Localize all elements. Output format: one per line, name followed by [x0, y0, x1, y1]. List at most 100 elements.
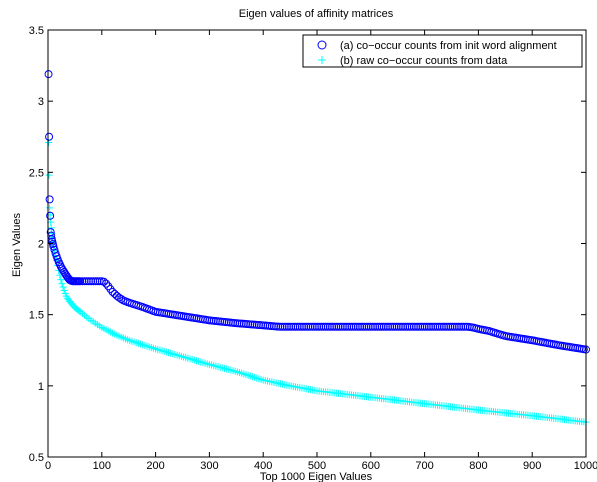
- data-point: [418, 322, 427, 331]
- data-point: [336, 322, 345, 331]
- data-point: [300, 322, 309, 331]
- y-tick-label: 1: [38, 381, 44, 393]
- data-point: [457, 322, 466, 331]
- data-point: [455, 322, 464, 331]
- data-point: [317, 322, 326, 331]
- data-point: [319, 322, 328, 331]
- data-point: [117, 295, 126, 304]
- data-point: [60, 286, 68, 294]
- legend-marker-circle: [317, 40, 327, 50]
- x-tick-label: 900: [523, 460, 541, 472]
- data-point: [371, 322, 380, 331]
- data-point: [362, 322, 371, 331]
- data-point: [396, 322, 405, 331]
- data-point: [356, 322, 365, 331]
- data-point: [315, 322, 324, 331]
- data-point: [377, 322, 386, 331]
- data-point: [47, 224, 55, 232]
- data-point: [405, 322, 414, 331]
- data-point: [91, 277, 100, 286]
- y-tick-label: 3: [38, 96, 44, 108]
- data-point: [274, 322, 283, 331]
- data-point: [280, 322, 289, 331]
- data-point: [84, 277, 93, 286]
- plot-background: [48, 30, 586, 457]
- data-point: [381, 322, 390, 331]
- data-point: [435, 322, 444, 331]
- series-a-markers: [44, 70, 590, 354]
- legend-label-a: (a) co−occur counts from init word align…: [340, 40, 557, 52]
- data-point: [282, 322, 291, 331]
- data-point: [325, 322, 334, 331]
- data-point: [442, 322, 451, 331]
- data-point: [373, 322, 382, 331]
- legend-box: [302, 34, 583, 68]
- data-point: [358, 322, 367, 331]
- data-point: [328, 322, 337, 331]
- x-tick-label: 1000: [574, 460, 597, 472]
- data-point: [78, 277, 87, 286]
- data-point: [414, 322, 423, 331]
- data-point: [108, 287, 117, 296]
- data-point: [291, 322, 300, 331]
- data-point: [289, 322, 298, 331]
- data-point: [431, 322, 440, 331]
- data-point: [61, 289, 69, 297]
- data-point: [45, 171, 53, 179]
- data-point: [444, 322, 453, 331]
- axes-layer: 0 100 200 300 400 500 600 700 800 900 1000 0.5 1 1.5 2…: [29, 25, 597, 472]
- data-point: [295, 322, 304, 331]
- data-point: [276, 322, 285, 331]
- series-layer: [44, 70, 590, 426]
- data-point: [89, 277, 98, 286]
- data-point: [347, 322, 356, 331]
- data-point: [59, 283, 67, 291]
- data-point: [46, 204, 54, 212]
- data-point: [76, 277, 85, 286]
- data-point: [349, 322, 358, 331]
- data-point: [334, 322, 343, 331]
- data-point: [401, 322, 410, 331]
- data-point: [44, 70, 53, 79]
- data-point: [102, 279, 111, 288]
- data-point: [93, 277, 102, 286]
- data-point: [384, 322, 393, 331]
- data-point: [306, 322, 315, 331]
- data-point: [461, 322, 470, 331]
- x-tick-label: 400: [254, 460, 272, 472]
- data-point: [439, 322, 448, 331]
- data-point: [409, 322, 418, 331]
- data-point: [46, 211, 55, 220]
- data-point: [388, 322, 397, 331]
- data-point: [323, 322, 332, 331]
- data-point: [360, 322, 369, 331]
- data-point: [57, 276, 65, 284]
- data-point: [407, 322, 416, 331]
- data-point: [99, 277, 108, 286]
- y-tick-label: 0.5: [29, 452, 44, 464]
- data-point: [392, 322, 401, 331]
- data-point: [45, 132, 54, 141]
- data-point: [399, 322, 408, 331]
- y-tick-label: 2: [38, 239, 44, 251]
- data-point: [375, 322, 384, 331]
- data-point: [115, 293, 124, 302]
- data-point: [448, 322, 457, 331]
- data-point: [340, 322, 349, 331]
- data-point: [285, 322, 294, 331]
- data-point: [411, 322, 420, 331]
- y-tick-label: 1.5: [29, 310, 44, 322]
- data-point: [390, 322, 399, 331]
- data-point: [87, 277, 96, 286]
- data-point: [332, 322, 341, 331]
- data-point: [379, 322, 388, 331]
- data-point: [422, 322, 431, 331]
- legend: (a) co−occur counts from init word align…: [302, 34, 583, 68]
- legend-marker-plus: [318, 56, 326, 64]
- data-point: [437, 322, 446, 331]
- data-point: [368, 322, 377, 331]
- data-point: [304, 322, 313, 331]
- chart-title: Eigen values of affinity matrices: [239, 8, 394, 20]
- series-b-markers: [45, 138, 590, 426]
- x-tick-label: 300: [200, 460, 218, 472]
